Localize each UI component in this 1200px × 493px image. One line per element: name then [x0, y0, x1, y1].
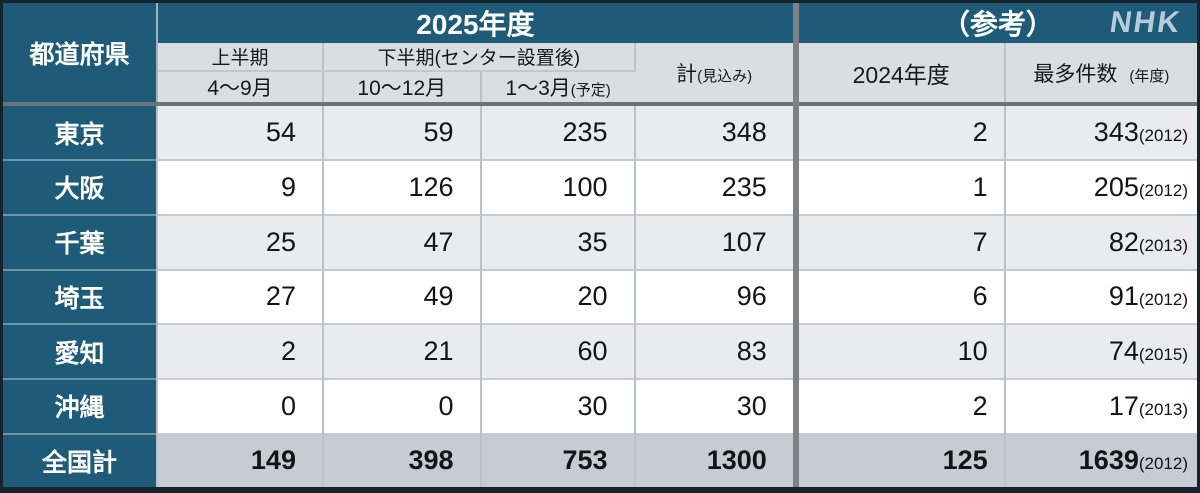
- oct-dec-value: 0: [322, 377, 482, 434]
- table-row-aichi: 愛知 2 21 60 83 10 74(2015): [3, 323, 1197, 379]
- oct-dec-total: 398: [322, 432, 482, 487]
- max-value: 1639: [1078, 445, 1139, 476]
- year-2024-value: 2: [792, 377, 1006, 434]
- max-value: 74: [1108, 336, 1139, 367]
- jan-mar-note: (予定): [570, 82, 611, 99]
- year-2024-value: 10: [792, 323, 1006, 379]
- total-value: 235: [634, 159, 797, 215]
- apr-sep-total: 149: [157, 432, 324, 487]
- oct-dec-value: 47: [322, 213, 482, 270]
- total-label: 計: [676, 62, 698, 86]
- second-half-header: 下半期(センター設置後): [322, 43, 636, 72]
- jan-mar-value: 35: [480, 213, 636, 270]
- max-count-value: 17(2013): [1004, 377, 1197, 434]
- total-value: 30: [634, 377, 797, 434]
- max-count-value: 343(2012): [1004, 102, 1197, 161]
- apr-sep-value: 27: [157, 268, 324, 325]
- max-count-header: 最多件数 (年度): [1004, 43, 1197, 106]
- total-total: 1300: [634, 432, 797, 487]
- jan-mar-header: 1〜3月(予定): [480, 71, 635, 106]
- max-count-total: 1639(2012): [1004, 432, 1197, 487]
- table-row-tokyo: 東京 54 59 235 348 2 343(2012): [3, 102, 1197, 161]
- max-count-note: (年度): [1129, 67, 1170, 85]
- apr-sep-value: 0: [157, 377, 324, 434]
- prefecture-cell: 千葉: [3, 213, 159, 270]
- header-row-2: 上半期 下半期(センター設置後) 計(見込み) 2024年度 最多件数 (年度): [3, 43, 1197, 106]
- oct-dec-value: 21: [322, 323, 482, 379]
- prefecture-cell: 東京: [3, 102, 159, 161]
- first-half-header: 上半期: [157, 43, 324, 72]
- apr-sep-value: 2: [157, 323, 324, 379]
- prefecture-cell: 大阪: [3, 159, 159, 215]
- max-value: 91: [1108, 281, 1139, 312]
- table-row-okinawa: 沖縄 0 0 30 30 2 17(2013): [3, 377, 1197, 434]
- oct-dec-header: 10〜12月: [322, 71, 482, 106]
- total-value: 348: [634, 102, 797, 161]
- total-header: 計(見込み): [634, 43, 797, 106]
- year-2024-header: 2024年度: [792, 43, 1006, 106]
- total-value: 96: [634, 268, 797, 325]
- year-2024-value: 6: [792, 268, 1006, 325]
- total-value: 107: [634, 213, 797, 270]
- apr-sep-header: 4〜9月: [157, 71, 324, 106]
- prefecture-header: 都道府県: [3, 3, 159, 106]
- year-2024-value: 7: [792, 213, 1006, 270]
- jan-mar-value: 20: [480, 268, 636, 325]
- jan-mar-value: 30: [480, 377, 636, 434]
- apr-sep-value: 25: [157, 213, 324, 270]
- max-value: 17: [1108, 390, 1139, 421]
- max-year: (2013): [1138, 399, 1188, 419]
- table-row-saitama: 埼玉 27 49 20 96 6 91(2012): [3, 268, 1197, 325]
- oct-dec-value: 49: [322, 268, 482, 325]
- table-row-chiba: 千葉 25 47 35 107 7 82(2013): [3, 213, 1197, 270]
- total-value: 83: [634, 323, 797, 379]
- max-count-value: 205(2012): [1004, 159, 1197, 215]
- oct-dec-value: 126: [322, 159, 482, 215]
- prefecture-data-table: 都道府県 2025年度 （参考） NHK 上半期 下半期(センター設置後) 計(…: [3, 3, 1197, 487]
- jan-mar-total: 753: [480, 432, 636, 487]
- max-year: (2013): [1138, 235, 1188, 255]
- max-year: (2012): [1138, 126, 1188, 146]
- max-year: (2012): [1138, 454, 1188, 474]
- max-year: (2012): [1138, 290, 1188, 310]
- total-note: (見込み): [697, 67, 753, 85]
- oct-dec-value: 59: [322, 102, 482, 161]
- max-value: 82: [1108, 226, 1139, 257]
- jan-mar-value: 100: [480, 159, 636, 215]
- jan-mar-value: 235: [480, 102, 636, 161]
- reference-header: （参考） NHK: [792, 3, 1197, 43]
- max-count-value: 91(2012): [1004, 268, 1197, 325]
- jan-mar-label: 1〜3月: [505, 77, 571, 100]
- max-count-value: 82(2013): [1004, 213, 1197, 270]
- prefecture-cell: 愛知: [3, 323, 159, 379]
- apr-sep-value: 9: [157, 159, 324, 215]
- table-row-national-total: 全国計 149 398 753 1300 125 1639(2012): [3, 432, 1197, 487]
- max-value: 343: [1093, 117, 1139, 148]
- max-value: 205: [1093, 171, 1139, 202]
- national-total-cell: 全国計: [3, 432, 159, 487]
- jan-mar-value: 60: [480, 323, 636, 379]
- max-count-label: 最多件数: [1033, 62, 1118, 86]
- prefecture-cell: 埼玉: [3, 268, 159, 325]
- header-row-3: 4〜9月 10〜12月 1〜3月(予定): [3, 71, 1197, 106]
- apr-sep-value: 54: [157, 102, 324, 161]
- reference-label: （参考）: [941, 9, 1054, 40]
- table-row-osaka: 大阪 9 126 100 235 1 205(2012): [3, 159, 1197, 215]
- nhk-logo: NHK: [1107, 6, 1184, 39]
- max-count-value: 74(2015): [1004, 323, 1197, 379]
- header-row-1: 都道府県 2025年度 （参考） NHK: [3, 3, 1197, 106]
- year-2025-header: 2025年度: [157, 3, 797, 43]
- max-year: (2015): [1138, 345, 1188, 365]
- year-2024-total: 125: [792, 432, 1006, 487]
- year-2024-value: 1: [792, 159, 1006, 215]
- max-year: (2012): [1138, 180, 1188, 200]
- year-2024-value: 2: [792, 102, 1006, 161]
- prefecture-cell: 沖縄: [3, 377, 159, 434]
